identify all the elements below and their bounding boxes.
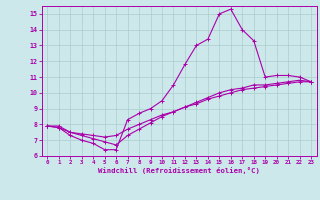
X-axis label: Windchill (Refroidissement éolien,°C): Windchill (Refroidissement éolien,°C) [98,167,260,174]
